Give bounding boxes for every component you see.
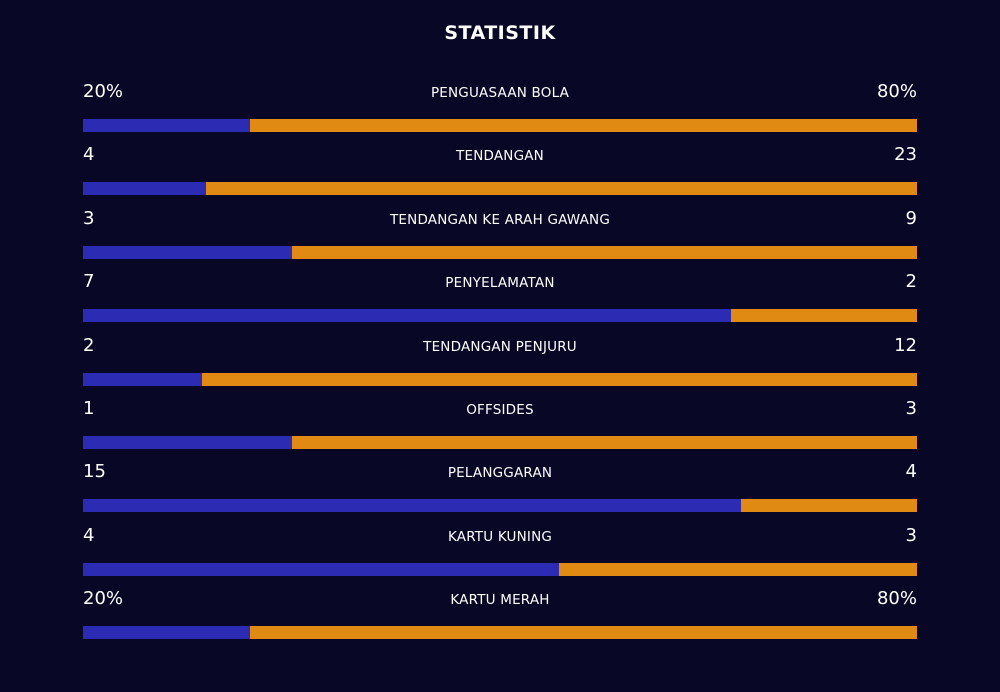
left-value: 15: [83, 461, 106, 483]
stat-row-saves: 7 PENYELAMATAN 2: [83, 270, 917, 333]
right-bar-segment: [731, 309, 917, 323]
left-bar-segment: [83, 309, 732, 323]
stat-label: TENDANGAN PENJURU: [423, 338, 577, 355]
right-bar-segment: [202, 372, 917, 386]
right-value: 3: [905, 524, 917, 546]
stat-row-fouls: 15 PELANGGARAN 4: [83, 460, 917, 523]
stat-label: PENGUASAAN BOLA: [430, 85, 570, 101]
left-bar-segment: [83, 435, 292, 449]
right-value: 3: [905, 397, 917, 419]
left-bar-segment: [83, 562, 560, 576]
left-bar-segment: [83, 182, 207, 196]
stat-row-shots-on-target: 3 TENDANGAN KE ARAH GAWANG 9: [83, 207, 917, 270]
right-bar-segment: [291, 245, 917, 259]
stat-row-offsides: 1 OFFSIDES 3: [83, 397, 917, 460]
stat-label: TENDANGAN KE ARAH GAWANG: [389, 211, 611, 228]
right-value: 9: [905, 207, 917, 229]
stat-row-ball-possession: 20% PENGUASAAN BOLA 80%: [83, 80, 917, 143]
left-value: 4: [83, 524, 95, 546]
comparison-bar: [83, 182, 917, 196]
comparison-bar: [83, 626, 917, 640]
right-bar-segment: [206, 182, 917, 196]
right-value: 12: [894, 334, 917, 356]
left-bar-segment: [83, 499, 742, 513]
right-value: 80%: [876, 81, 917, 102]
left-value: 1: [83, 397, 95, 419]
comparison-bar: [83, 435, 917, 449]
right-bar-segment: [249, 119, 917, 132]
stat-label: OFFSIDES: [466, 401, 534, 418]
stat-label: PELANGGARAN: [447, 465, 553, 482]
stat-row-shots: 4 TENDANGAN 23: [83, 143, 917, 206]
comparison-bar: [83, 309, 917, 323]
stats-list: 20% PENGUASAAN BOLA 80% 4 TENDANGAN 23 3…: [83, 80, 917, 651]
right-bar-segment: [741, 499, 917, 513]
left-bar-segment: [83, 119, 250, 132]
right-value: 23: [894, 144, 917, 166]
stat-row-corners: 2 TENDANGAN PENJURU 12: [83, 334, 917, 397]
comparison-bar: [83, 119, 917, 132]
right-bar-segment: [291, 435, 917, 449]
comparison-bar: [83, 499, 917, 513]
left-value: 2: [83, 334, 95, 356]
stat-label: PENYELAMATAN: [445, 275, 555, 292]
stat-label: TENDANGAN: [456, 148, 544, 165]
stat-label: KARTU KUNING: [447, 528, 553, 545]
stat-label: KARTU MERAH: [450, 592, 550, 609]
left-value: 20%: [83, 588, 124, 610]
left-bar-segment: [83, 372, 203, 386]
right-bar-segment: [559, 562, 917, 576]
comparison-bar: [83, 562, 917, 576]
comparison-bar: [83, 245, 917, 259]
left-value: 3: [83, 207, 95, 229]
left-bar-segment: [83, 626, 250, 640]
comparison-bar: [83, 372, 917, 386]
right-value: 80%: [876, 588, 917, 610]
right-value: 2: [905, 271, 917, 293]
stat-row-yellow-cards: 4 KARTU KUNING 3: [83, 524, 917, 587]
left-bar-segment: [83, 245, 292, 259]
left-value: 4: [83, 144, 95, 166]
left-value: 20%: [83, 81, 124, 102]
right-value: 4: [905, 461, 917, 483]
stats-title: STATISTIK: [444, 22, 556, 44]
right-bar-segment: [249, 626, 917, 640]
left-value: 7: [83, 271, 95, 293]
stat-row-red-cards: 20% KARTU MERAH 80%: [83, 587, 917, 650]
